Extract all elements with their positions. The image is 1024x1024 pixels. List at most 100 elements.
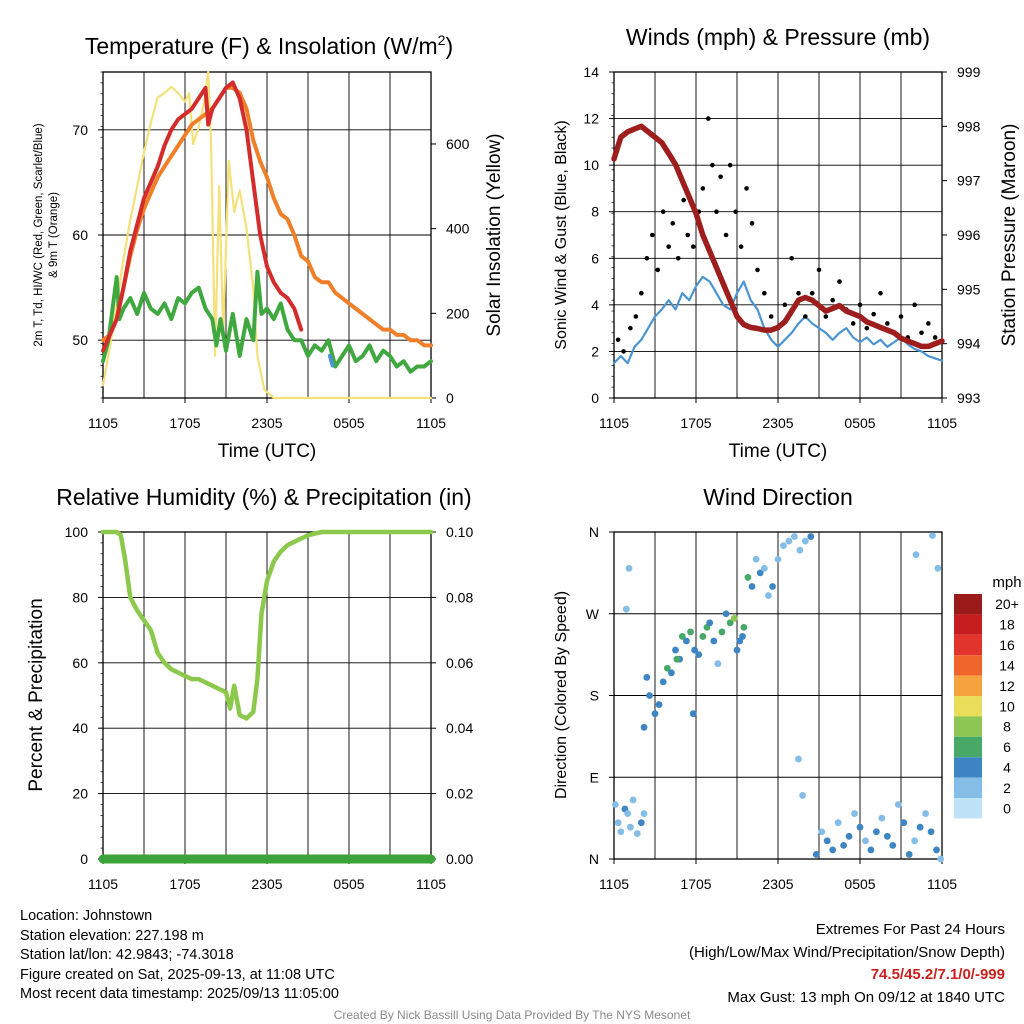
wind-y2tick-label: 993 xyxy=(957,390,981,406)
speed-scale-swatch xyxy=(954,634,982,656)
rh-xtick-label: 2305 xyxy=(251,876,282,892)
direction-point xyxy=(812,851,820,858)
direction-point xyxy=(643,673,651,681)
station-location: Location: Johnstown xyxy=(20,908,153,924)
dir-ytick-label: N xyxy=(589,851,599,867)
temp-2m-line xyxy=(101,80,304,353)
extremes-panel: Extremes For Past 24 Hours (High/Low/Max… xyxy=(689,919,1005,1009)
direction-point xyxy=(659,678,667,686)
temp-xtick-label: 2305 xyxy=(251,415,282,431)
speed-scale-label: 0 xyxy=(1003,800,1011,816)
gust-point xyxy=(706,116,711,121)
gust-point xyxy=(639,290,644,296)
gust-point xyxy=(700,186,706,191)
wind-ytick-label: 6 xyxy=(591,250,599,266)
gust-point xyxy=(655,267,661,273)
temp-title: Temperature (F) & Insolation (W/m2) xyxy=(85,32,453,59)
wind-ytick-label: 10 xyxy=(583,157,599,173)
speed-scale-swatch xyxy=(954,798,982,819)
rh-xtick-label: 1705 xyxy=(169,876,200,892)
figure-created: Figure created on Sat, 2025-09-13, at 11… xyxy=(20,966,335,983)
temp-y2label: Solar Insolation (Yellow) xyxy=(484,133,505,336)
gust-point xyxy=(932,335,938,340)
dir-title: Wind Direction xyxy=(703,484,853,510)
gust-point xyxy=(666,244,671,249)
temp-y2tick-label: 0 xyxy=(446,390,454,406)
wind-xtick-label: 1105 xyxy=(599,415,629,431)
speed-scale-swatch xyxy=(954,696,982,717)
rh-xtick-label: 0505 xyxy=(333,876,364,892)
direction-point xyxy=(916,823,924,831)
dir-xtick-label: 2305 xyxy=(762,876,793,892)
wind-ytick-label: 14 xyxy=(583,64,599,80)
gust-point xyxy=(768,314,774,319)
gust-point xyxy=(803,314,808,319)
speed-scale-label: 10 xyxy=(999,698,1015,714)
gust-point xyxy=(621,349,626,354)
rh-xtick-label: 1105 xyxy=(416,876,446,892)
direction-point xyxy=(637,819,645,827)
direction-point xyxy=(937,855,945,863)
direction-point xyxy=(722,610,730,618)
direction-point xyxy=(927,828,935,836)
gust-point xyxy=(681,197,686,203)
direction-point xyxy=(611,801,619,808)
gust-point xyxy=(837,279,842,284)
direction-point xyxy=(706,619,714,627)
direction-point xyxy=(629,796,637,804)
extremes-subtitle: (High/Low/Max Wind/Precipitation/Snow De… xyxy=(689,943,1005,961)
direction-point xyxy=(633,830,641,837)
dir-xtick-label: 1705 xyxy=(680,876,711,892)
dir-ylabel: Direction (Colored By Speed) xyxy=(553,591,570,799)
direction-point xyxy=(829,846,837,854)
direction-point xyxy=(695,651,703,659)
gust-point xyxy=(718,174,723,180)
direction-point xyxy=(760,564,768,572)
direction-point xyxy=(845,832,853,840)
direction-point xyxy=(933,846,940,854)
gust-point xyxy=(898,314,904,319)
temp-xtick-label: 1705 xyxy=(169,415,200,431)
direction-point xyxy=(883,832,891,840)
direction-point xyxy=(929,532,936,540)
gust-point xyxy=(912,302,917,308)
direction-point xyxy=(807,533,815,540)
direction-point xyxy=(663,664,671,672)
gust-point xyxy=(850,321,856,326)
speed-scale-swatch xyxy=(954,594,982,615)
direction-point xyxy=(683,637,690,645)
rh-ylabel: Percent & Precipitation xyxy=(26,598,47,791)
direction-point xyxy=(873,828,880,836)
speed-scale-label: 8 xyxy=(1003,719,1011,735)
wind-y2label: Station Pressure (Maroon) xyxy=(999,124,1020,347)
direction-point xyxy=(905,851,913,858)
dir-ytick-label: E xyxy=(590,769,599,785)
direction-point xyxy=(752,555,760,563)
extremes-title: Extremes For Past 24 Hours xyxy=(815,921,1005,938)
wind-y2tick-label: 999 xyxy=(957,64,981,80)
gust-point xyxy=(685,232,691,238)
speed-scale-label: 20+ xyxy=(995,596,1019,612)
dir-xtick-label: 1105 xyxy=(927,876,957,892)
direction-point xyxy=(730,614,738,622)
rh-ytick-label: 100 xyxy=(65,524,89,540)
temp-ytick-label: 70 xyxy=(72,122,88,138)
gust-point xyxy=(738,244,744,249)
direction-point xyxy=(699,633,707,640)
wind-ytick-label: 8 xyxy=(591,204,599,220)
direction-point xyxy=(714,660,722,668)
direction-point xyxy=(646,692,653,699)
temp-ylabel-2: & 9m T (Orange) xyxy=(48,192,60,278)
rh-y2tick-label: 0.00 xyxy=(446,851,473,867)
direction-point xyxy=(867,846,875,854)
gust-point xyxy=(710,162,715,168)
speed-scale-label: 16 xyxy=(999,637,1015,653)
extremes-values: 74.5/45.2/7.1/0/-999 xyxy=(870,966,1005,983)
temp-ytick-label: 60 xyxy=(72,227,88,243)
direction-point xyxy=(689,710,697,718)
station-latlon: Station lat/lon: 42.9843; -74.3018 xyxy=(20,947,234,964)
direction-point xyxy=(617,828,625,836)
rh-y2tick-label: 0.08 xyxy=(446,589,473,605)
direction-point xyxy=(691,646,699,654)
